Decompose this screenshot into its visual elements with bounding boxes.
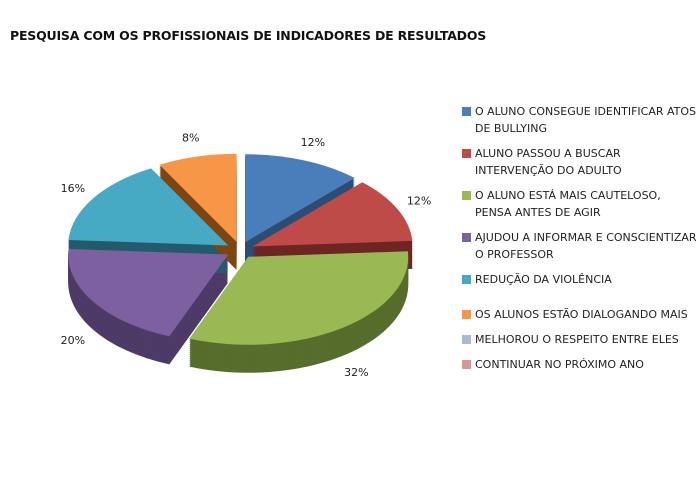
pie-slice [68, 168, 229, 246]
legend-label: O ALUNO CONSEGUE IDENTIFICAR ATOS DE BUL… [475, 105, 697, 135]
pie-slice [252, 182, 413, 247]
legend-swatch [462, 149, 471, 158]
legend-label: ALUNO PASSOU A BUSCAR INTERVENÇÃO DO ADU… [475, 147, 622, 177]
pie-slice [189, 251, 409, 345]
legend-swatch [462, 107, 471, 116]
legend-swatch [462, 233, 471, 242]
legend-item: CONTINUAR NO PRÓXIMO ANO [462, 356, 697, 373]
pie-slice [159, 153, 237, 242]
legend-item: REDUÇÃO DA VIOLÊNCIA [462, 271, 697, 288]
data-label: 20% [61, 334, 85, 347]
data-label: 12% [301, 136, 325, 149]
legend-swatch [462, 191, 471, 200]
legend-item: AJUDOU A INFORMAR E CONSCIENTIZAR O PROF… [462, 229, 697, 263]
legend-item: ALUNO PASSOU A BUSCAR INTERVENÇÃO DO ADU… [462, 145, 697, 179]
legend-label: REDUÇÃO DA VIOLÊNCIA [475, 273, 612, 286]
legend-swatch [462, 335, 471, 344]
legend-label: CONTINUAR NO PRÓXIMO ANO [475, 358, 644, 371]
pie-slice [245, 154, 355, 243]
chart-title: PESQUISA COM OS PROFISSIONAIS DE INDICAD… [10, 28, 487, 43]
legend-swatch [462, 360, 471, 369]
legend-item: O ALUNO CONSEGUE IDENTIFICAR ATOS DE BUL… [462, 103, 697, 137]
legend-label: MELHOROU O RESPEITO ENTRE ELES [475, 333, 679, 346]
legend: O ALUNO CONSEGUE IDENTIFICAR ATOS DE BUL… [462, 103, 697, 381]
pie-slice [68, 248, 229, 337]
legend-swatch [462, 310, 471, 319]
legend-item: MELHOROU O RESPEITO ENTRE ELES [462, 331, 697, 348]
legend-item: OS ALUNOS ESTÃO DIALOGANDO MAIS [462, 306, 697, 323]
data-label: 12% [407, 195, 431, 208]
legend-swatch [462, 275, 471, 284]
pie-chart: 12% 12% 32% 20% 16% 8% [61, 132, 432, 379]
legend-item: O ALUNO ESTÁ MAIS CAUTELOSO, PENSA ANTES… [462, 187, 697, 221]
data-label: 16% [61, 182, 85, 195]
legend-label: O ALUNO ESTÁ MAIS CAUTELOSO, PENSA ANTES… [475, 189, 661, 219]
data-label: 32% [344, 366, 368, 379]
legend-label: OS ALUNOS ESTÃO DIALOGANDO MAIS [475, 308, 688, 321]
legend-label: AJUDOU A INFORMAR E CONSCIENTIZAR O PROF… [475, 231, 697, 261]
data-label: 8% [182, 132, 199, 145]
